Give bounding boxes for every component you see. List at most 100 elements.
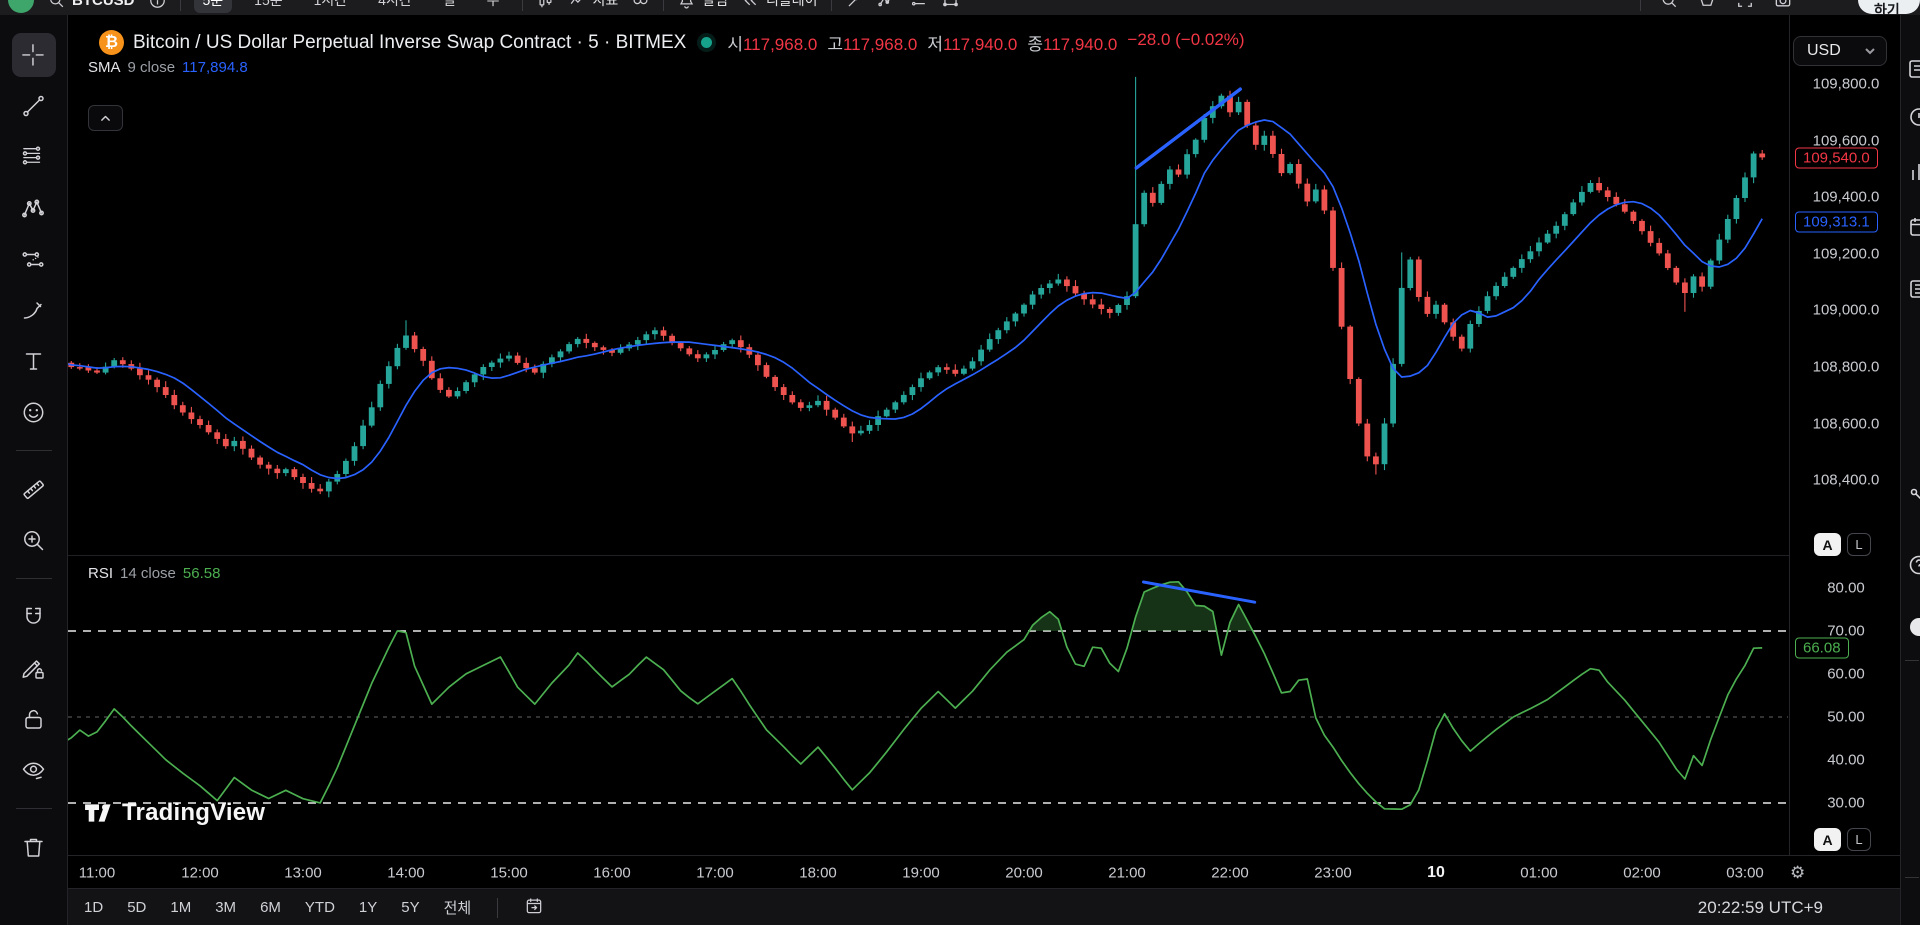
symbol-info-button[interactable] <box>148 0 167 10</box>
market-open-icon <box>701 37 713 48</box>
go-to-date-button[interactable] <box>524 896 544 920</box>
calendar-icon[interactable] <box>1907 215 1920 239</box>
pencillock-icon <box>22 659 44 679</box>
xabcd-icon <box>22 199 44 217</box>
time-tick: 18:00 <box>799 864 837 881</box>
interval-4시간-button[interactable]: 4시간 <box>378 0 412 8</box>
currency-dropdown[interactable]: USD <box>1793 36 1887 66</box>
time-axis[interactable]: ⚙ 11:00 12:00 13:00 14:00 15:00 16:00 17:00 18:… <box>68 855 1920 889</box>
sma-value: 117,894.8 <box>182 59 248 76</box>
drawing-toolbar <box>0 15 68 925</box>
compare-button[interactable] <box>631 0 650 10</box>
emoji-tool[interactable] <box>12 390 56 434</box>
remove-drawings-tool[interactable] <box>12 825 56 869</box>
fullscreen-button[interactable] <box>1735 0 1755 10</box>
price-tick: 109,600.0 <box>1812 132 1880 150</box>
alerts-icon[interactable] <box>1907 105 1920 129</box>
shape-button[interactable] <box>1697 0 1717 10</box>
sma-legend[interactable]: SMA 9 close 117,894.8 <box>88 59 248 76</box>
symbol-search-button[interactable]: BTCUSD <box>47 0 135 10</box>
fib-retracement-tool[interactable] <box>12 135 56 179</box>
lines-icon <box>911 1 925 5</box>
magnet-tool[interactable] <box>12 595 56 639</box>
more-icon[interactable] <box>1907 705 1920 729</box>
zoom-in-tool[interactable] <box>12 518 56 562</box>
legend-collapse-button[interactable] <box>88 105 123 131</box>
interval-15분-button[interactable]: 15분 <box>254 0 283 8</box>
hotlist-icon[interactable] <box>1907 160 1920 184</box>
chat-icon[interactable] <box>1907 615 1920 639</box>
zoom-search-icon <box>1662 0 1677 8</box>
watchlist-icon[interactable] <box>1907 57 1920 81</box>
rsi-overbought-fill <box>397 581 1253 631</box>
bitcoin-icon: ₿ <box>99 30 124 55</box>
text-icon <box>25 352 42 370</box>
symbol-title[interactable]: Bitcoin / US Dollar Perpetual Inverse Sw… <box>133 31 687 53</box>
time-tick: 20:00 <box>1005 864 1043 881</box>
text-tool[interactable] <box>12 339 56 383</box>
fib-icon <box>22 145 41 165</box>
stay-drawing-mode-tool[interactable] <box>12 646 56 690</box>
price-axis[interactable]: 109,800.0 109,600.0 109,400.0 109,200.0 109,… <box>1789 15 1902 888</box>
tradingview-logo[interactable] <box>8 0 34 13</box>
range-전체-button[interactable]: 전체 <box>443 900 472 917</box>
divider <box>497 897 499 918</box>
publish-button[interactable]: 게시하기 <box>1858 0 1920 15</box>
xabcd-pattern-tool[interactable] <box>12 186 56 230</box>
range-1Y-button[interactable]: 1Y <box>358 899 378 916</box>
time-tick: 11:00 <box>78 864 116 881</box>
lock-drawings-tool[interactable] <box>12 697 56 741</box>
range-1M-button[interactable]: 1M <box>170 899 192 916</box>
prediction-tool[interactable] <box>12 237 56 281</box>
alert-button[interactable]: 알림 <box>677 0 728 10</box>
rsi-tick: 50.00 <box>1827 708 1865 726</box>
divider <box>1905 877 1919 878</box>
magic-wand-icon[interactable] <box>845 0 864 10</box>
price-tick: 109,800.0 <box>1812 75 1880 93</box>
indicators-button[interactable]: 지표 <box>568 0 618 10</box>
snapshot-button[interactable] <box>1773 0 1793 10</box>
unlock-icon <box>25 709 42 729</box>
price-log-scale-button[interactable]: L <box>1847 533 1871 556</box>
brush-tool[interactable] <box>12 288 56 332</box>
tradingview-watermark: TradingView <box>84 798 265 828</box>
chevron-up-icon <box>101 115 110 121</box>
price-auto-scale-button[interactable]: A <box>1814 533 1841 556</box>
rect-shape-icon[interactable] <box>941 0 960 10</box>
interval-주-button[interactable]: 주 <box>486 0 500 8</box>
range-1D-button[interactable]: 1D <box>84 899 104 916</box>
lines-icon[interactable] <box>909 0 928 10</box>
measure-tool[interactable] <box>12 467 56 511</box>
rsi-auto-scale-button[interactable]: A <box>1814 828 1841 851</box>
price-chart[interactable] <box>68 15 1788 855</box>
rsi-log-scale-button[interactable]: L <box>1847 828 1871 851</box>
range-6M-button[interactable]: 6M <box>260 899 281 916</box>
polyline-icon[interactable] <box>877 0 896 10</box>
crosshair-tool[interactable] <box>11 33 56 77</box>
trend-line-tool[interactable] <box>12 84 56 128</box>
clock-timezone[interactable]: 20:22:59 UTC+9 <box>1697 897 1823 917</box>
price-tick: 109,200.0 <box>1812 245 1880 263</box>
tradingview-logo-icon <box>85 804 111 822</box>
right-sidebar <box>1900 15 1920 925</box>
chart-style-button[interactable] <box>536 0 555 10</box>
help-icon[interactable] <box>1907 553 1920 577</box>
time-axis-settings-icon[interactable]: ⚙ <box>1790 862 1806 882</box>
replay-button[interactable]: 리플레이 <box>741 0 818 10</box>
range-5D-button[interactable]: 5D <box>127 899 147 916</box>
object-tree-icon[interactable] <box>1907 485 1920 509</box>
range-3M-button[interactable]: 3M <box>215 899 237 916</box>
news-icon[interactable] <box>1907 277 1920 301</box>
eyecross-icon <box>22 761 45 779</box>
zoom-search-button[interactable] <box>1659 0 1679 10</box>
compare-icon <box>633 0 648 4</box>
interval-5분-button[interactable]: 5분 <box>193 0 233 13</box>
range-5Y-button[interactable]: 5Y <box>401 899 420 916</box>
range-YTD-button[interactable]: YTD <box>304 899 335 916</box>
interval-일-button[interactable]: 일 <box>442 0 456 8</box>
pane-divider[interactable] <box>68 555 1920 556</box>
interval-1시간-button[interactable]: 1시간 <box>313 0 348 8</box>
hide-drawings-tool[interactable] <box>12 748 56 792</box>
rsi-legend[interactable]: RSI 14 close 56.58 <box>88 565 221 582</box>
